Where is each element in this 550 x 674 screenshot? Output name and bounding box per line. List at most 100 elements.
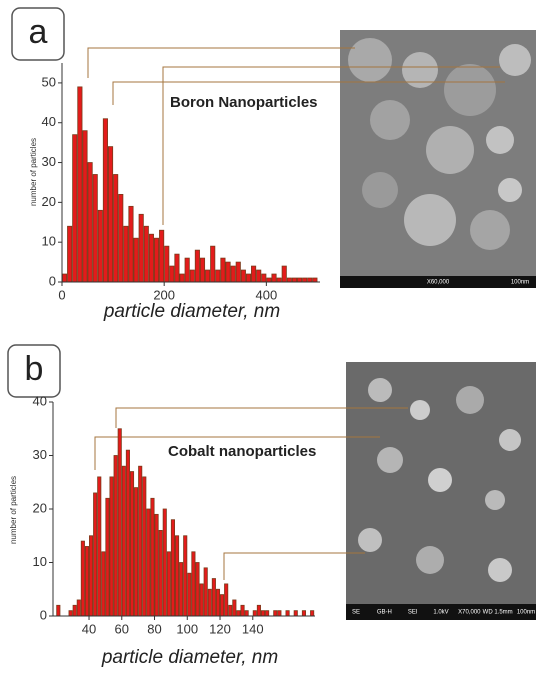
bar	[56, 604, 61, 617]
bar	[174, 253, 180, 283]
bar	[225, 261, 231, 283]
x-axis-label: particle diameter, nm	[101, 647, 278, 668]
panel-box	[11, 7, 65, 61]
annotation: Cobalt nanoparticles	[168, 443, 316, 460]
bar	[297, 277, 303, 283]
annotation: Boron Nanoparticles	[170, 94, 318, 111]
bar	[102, 118, 108, 283]
x-tick-label: 60	[115, 621, 129, 636]
y-tick-label: 10	[42, 234, 56, 249]
micrograph-a	[340, 30, 536, 288]
bar	[146, 508, 151, 617]
x-tick-label: 200	[153, 287, 175, 302]
bar	[97, 476, 102, 617]
bar	[271, 273, 277, 283]
bar	[179, 273, 185, 283]
bar	[266, 277, 272, 283]
bar	[215, 588, 221, 617]
bar	[80, 540, 85, 617]
bar	[301, 610, 306, 617]
bar	[286, 277, 292, 283]
bar	[89, 535, 94, 617]
y-axis-label: number of particles	[29, 138, 38, 206]
bar	[236, 610, 241, 617]
bar	[199, 257, 206, 283]
bar	[138, 465, 143, 617]
bar	[77, 86, 83, 283]
bar	[191, 551, 196, 617]
y-tick-label: 10	[33, 554, 47, 569]
bar	[245, 273, 252, 283]
bar	[128, 205, 134, 283]
bar	[183, 535, 188, 617]
bar	[123, 225, 129, 283]
micrograph-label: X70,000	[458, 610, 481, 616]
bar	[240, 604, 245, 617]
bar	[251, 265, 257, 283]
bar	[256, 604, 261, 617]
bar	[142, 476, 147, 617]
leader-lines	[87, 47, 505, 580]
bar	[93, 492, 98, 617]
bar	[244, 610, 249, 617]
bar	[220, 257, 226, 283]
bar	[265, 610, 270, 617]
bar	[154, 513, 159, 617]
bar	[276, 277, 282, 283]
panel-label: a	[29, 13, 48, 51]
y-tick-label: 20	[42, 194, 56, 209]
bar	[62, 273, 68, 283]
bar	[215, 269, 221, 283]
panel-label: b	[25, 350, 44, 388]
panel-box	[7, 344, 61, 398]
micrograph-label: SE	[352, 610, 360, 616]
bar	[252, 610, 257, 617]
bar	[187, 572, 192, 617]
y-tick-label: 30	[42, 154, 56, 169]
bar	[72, 604, 77, 617]
micrograph-label: 1.0kV	[433, 610, 448, 616]
bar	[228, 604, 233, 617]
bar	[159, 229, 165, 283]
bar	[189, 269, 195, 283]
bar	[82, 130, 88, 283]
bar	[150, 497, 155, 617]
bar	[87, 162, 93, 283]
bar	[232, 599, 237, 617]
bar	[195, 562, 200, 617]
y-tick-label: 0	[49, 273, 56, 288]
bar	[230, 265, 236, 283]
bar	[107, 146, 114, 283]
bar	[166, 551, 171, 617]
bar	[261, 273, 267, 283]
bar	[179, 562, 184, 617]
bar	[203, 567, 208, 617]
bar	[310, 610, 315, 617]
micrograph-label: WD 1.5mm	[483, 610, 513, 616]
y-tick-label: 40	[33, 393, 47, 408]
y-tick-label: 20	[33, 500, 47, 515]
bar	[235, 261, 241, 283]
micrograph-label: X60,000	[427, 280, 450, 286]
y-axis-label: number of particles	[9, 476, 18, 544]
bar	[125, 449, 130, 617]
bar	[84, 546, 90, 617]
bar	[113, 455, 118, 617]
bar	[97, 209, 103, 283]
micrograph-label: 100nm	[517, 610, 535, 616]
bar	[220, 594, 225, 617]
bar	[293, 610, 298, 617]
micrograph-b	[346, 362, 536, 620]
bar	[153, 237, 160, 283]
y-tick-label: 40	[42, 114, 56, 129]
micrograph-label: GB-H	[377, 610, 392, 616]
bar	[169, 265, 175, 283]
x-tick-label: 0	[58, 287, 65, 302]
bar	[207, 588, 212, 617]
bar	[194, 249, 200, 283]
bar	[164, 245, 170, 283]
bar	[256, 269, 262, 283]
bar	[273, 610, 278, 617]
x-tick-label: 80	[147, 621, 161, 636]
